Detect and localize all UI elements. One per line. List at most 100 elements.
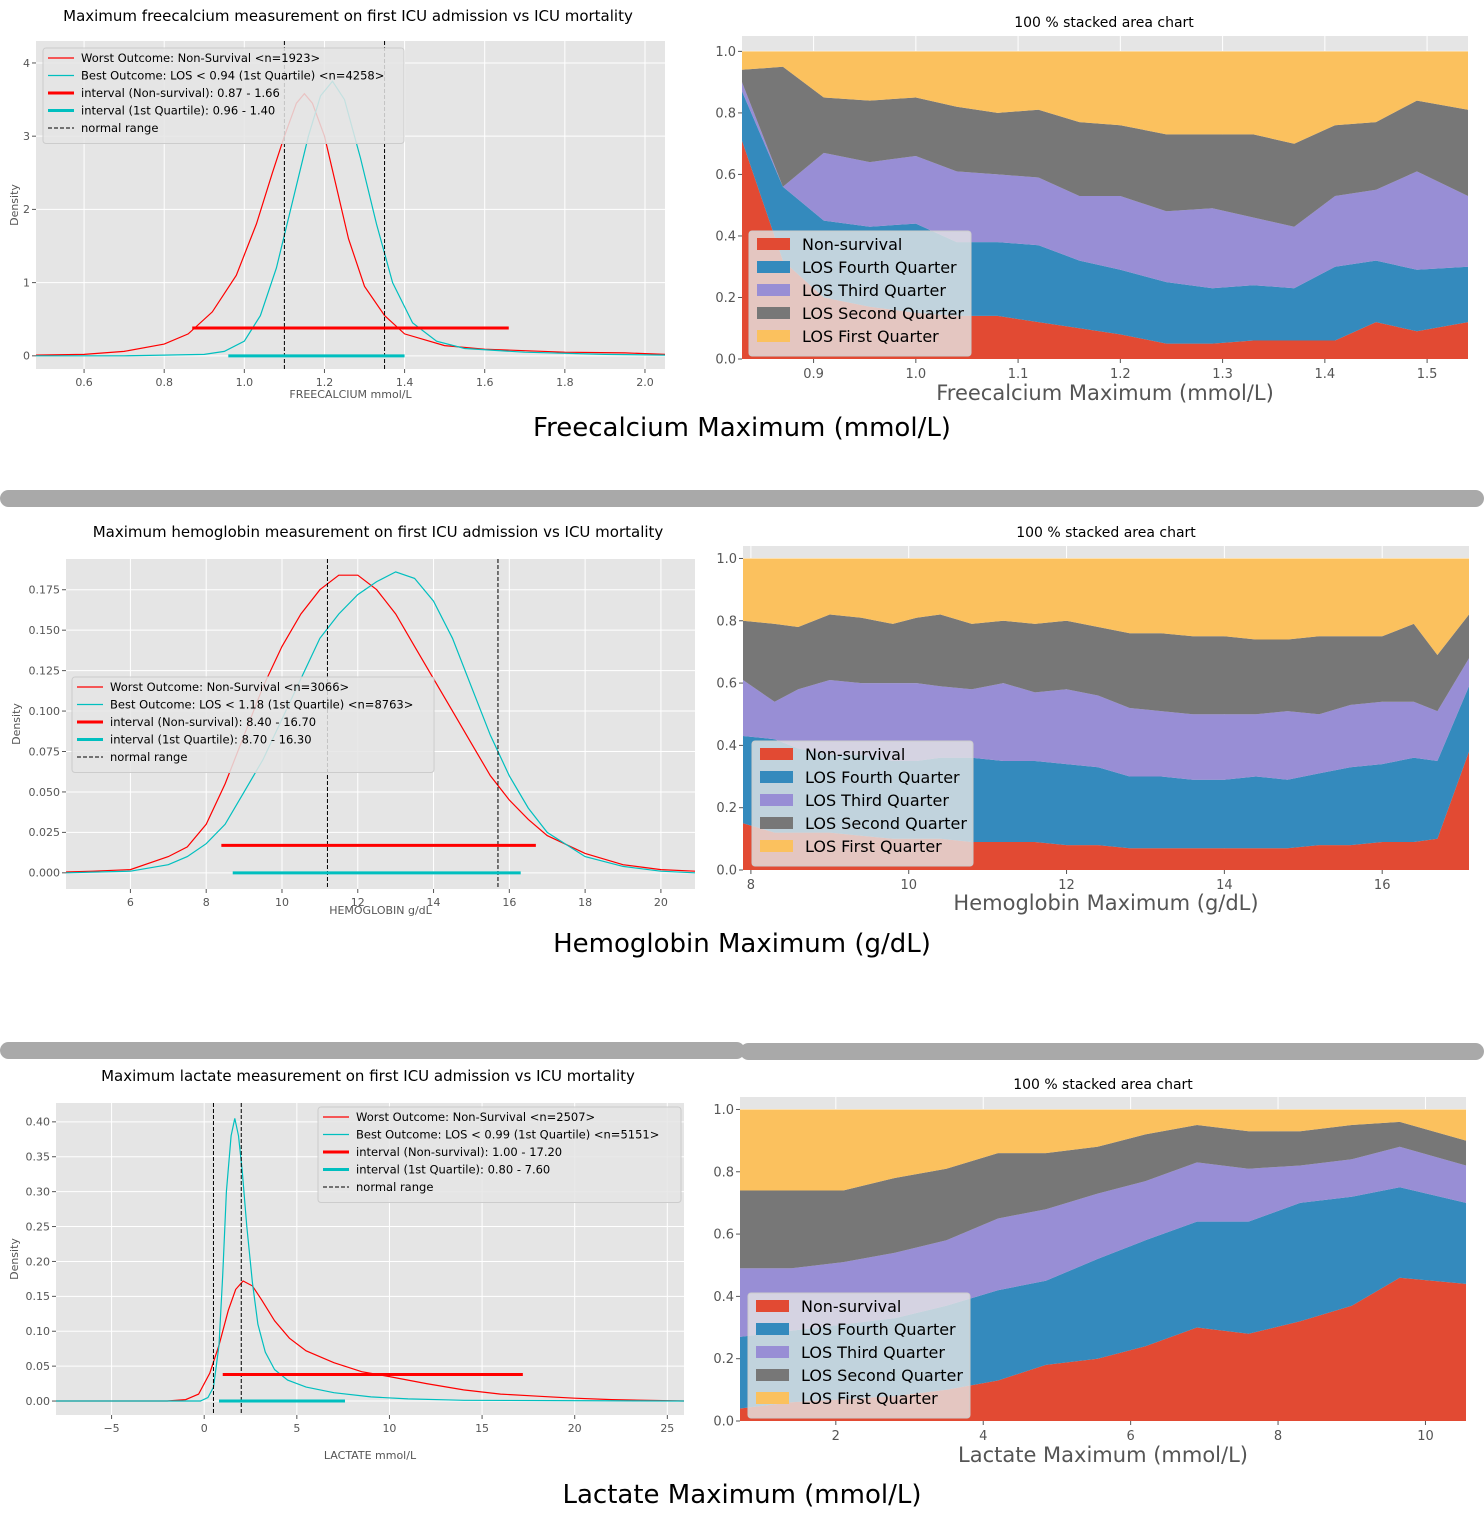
- x-tick-label: 1.2: [316, 376, 334, 389]
- x-tick-label: 6: [127, 896, 134, 909]
- x-axis-label: FREECALCIUM mmol/L: [289, 388, 412, 401]
- hemoglobin-density-title: Maximum hemoglobin measurement on first …: [93, 523, 664, 541]
- legend-label: Non-survival: [802, 235, 902, 254]
- y-tick-label: 0.8: [716, 614, 737, 629]
- y-tick-label: 0.0: [713, 1415, 734, 1430]
- legend-label: LOS Second Quarter: [805, 814, 967, 833]
- y-tick-label: 0.2: [713, 1352, 734, 1367]
- y-tick-label: 0.20: [26, 1255, 51, 1268]
- x-tick-label: 4: [979, 1429, 987, 1444]
- x-tick-label: 1.5: [1417, 367, 1438, 382]
- y-tick-label: 0.075: [29, 745, 61, 758]
- legend-label: interval (Non-survival): 1.00 - 17.20: [356, 1145, 562, 1159]
- y-tick-label: 0.40: [26, 1116, 51, 1129]
- freecalcium-stacked-chart: 0.9 1.0 1.1 1.2 1.3 1.4 1.5 0.0 0.2 0.4 0.6 0.8 1.0 F…: [715, 36, 1468, 405]
- y-tick-label: 0.30: [26, 1185, 51, 1198]
- section-divider-right: [740, 1043, 1484, 1060]
- y-tick-label: 0.35: [26, 1151, 51, 1164]
- legend-swatch: [757, 307, 790, 319]
- y-tick-label: 0.175: [29, 584, 61, 597]
- y-tick-label: 0.10: [26, 1325, 51, 1338]
- y-tick-label: 0.2: [716, 801, 737, 816]
- legend-label: Best Outcome: LOS < 0.99 (1st Quartile) …: [356, 1128, 659, 1142]
- x-axis-label: Hemoglobin Maximum (g/dL): [953, 891, 1258, 915]
- legend-label: LOS Second Quarter: [802, 304, 964, 323]
- x-tick-label: 10: [900, 878, 917, 893]
- legend-label: interval (1st Quartile): 0.80 - 7.60: [356, 1163, 550, 1177]
- legend-label: interval (1st Quartile): 0.96 - 1.40: [81, 104, 275, 118]
- density-line-best: [66, 571, 695, 874]
- legend-swatch: [756, 1346, 789, 1358]
- lactate-section-title: Lactate Maximum (mmol/L): [562, 1480, 922, 1510]
- y-tick-label: 0.8: [713, 1165, 734, 1180]
- y-tick-label: 0.025: [29, 826, 61, 839]
- legend-swatch: [760, 771, 793, 783]
- section-divider-left: [0, 1042, 745, 1059]
- stacked-area-q1: [742, 51, 1468, 144]
- y-tick-label: 0.0: [715, 353, 736, 368]
- y-tick-label: 0.100: [29, 705, 61, 718]
- y-tick-label: 0.15: [26, 1290, 51, 1303]
- freecalcium-charts-row: Maximum freecalcium measurement on first…: [8, 7, 1468, 405]
- stacked-area-q3: [740, 1146, 1466, 1337]
- stacked-area-nonsurvival: [740, 1277, 1466, 1421]
- x-tick-label: 1.1: [1008, 367, 1029, 382]
- legend-swatch: [760, 748, 793, 760]
- y-axis-label: Density: [8, 1238, 21, 1280]
- x-tick-label: 1.8: [556, 376, 574, 389]
- x-axis-label: Lactate Maximum (mmol/L): [958, 1443, 1248, 1467]
- y-tick-label: 0.2: [715, 291, 736, 306]
- stacked-area-q2: [743, 614, 1469, 715]
- y-tick-label: 3: [23, 130, 30, 143]
- legend-label: LOS Fourth Quarter: [802, 258, 957, 277]
- legend-label: Non-survival: [805, 745, 905, 764]
- legend-label: interval (1st Quartile): 8.70 - 16.30: [110, 733, 312, 747]
- legend-box: [42, 47, 405, 144]
- y-tick-label: 0.000: [29, 867, 61, 880]
- legend-swatch: [757, 261, 790, 273]
- x-tick-label: 20: [568, 1422, 582, 1435]
- legend-label: LOS Third Quarter: [801, 1343, 945, 1362]
- plot-marks: [56, 1103, 684, 1415]
- legend-label: LOS First Quarter: [801, 1389, 938, 1408]
- x-axis-label: Freecalcium Maximum (mmol/L): [936, 381, 1274, 405]
- x-tick-label: 14: [1216, 878, 1233, 893]
- hemoglobin-stacked-title: 100 % stacked area chart: [1016, 525, 1196, 541]
- hemoglobin-section-title: Hemoglobin Maximum (g/dL): [553, 929, 931, 959]
- legend-label: Best Outcome: LOS < 0.94 (1st Quartile) …: [81, 69, 384, 83]
- legend-label: LOS First Quarter: [805, 837, 942, 856]
- x-tick-label: 1.0: [236, 376, 254, 389]
- legend-label: Worst Outcome: Non-Survival <n=3066>: [110, 680, 349, 694]
- y-tick-label: 0.4: [715, 230, 736, 245]
- y-tick-label: 0.25: [26, 1220, 51, 1233]
- legend-label: Worst Outcome: Non-Survival <n=2507>: [356, 1110, 595, 1124]
- legend-swatch: [760, 840, 793, 852]
- y-tick-label: 0: [23, 350, 30, 363]
- x-tick-label: 10: [275, 896, 289, 909]
- section-divider: [0, 490, 1484, 507]
- freecalcium-stacked-title: 100 % stacked area chart: [1014, 15, 1194, 31]
- legend-box: [747, 1292, 971, 1419]
- lactate-density-chart: −5 0 5 10 15 20 25 0.00 0.05 0.10 0.15 0.20 0.25 0.30…: [8, 1103, 684, 1462]
- lactate-density-title: Maximum lactate measurement on first ICU…: [101, 1067, 635, 1085]
- x-tick-label: 12: [1058, 878, 1075, 893]
- y-tick-label: 0.00: [26, 1395, 51, 1408]
- legend-swatch: [757, 284, 790, 296]
- x-tick-label: 2: [832, 1429, 840, 1444]
- y-tick-label: 0.05: [26, 1360, 51, 1373]
- y-axis-label: Density: [8, 184, 21, 226]
- x-tick-label: 1.3: [1212, 367, 1233, 382]
- y-tick-label: 1.0: [713, 1103, 734, 1118]
- legend-box: [748, 230, 972, 357]
- legend-swatch: [760, 794, 793, 806]
- y-tick-label: 0.6: [715, 168, 736, 183]
- legend-label: Best Outcome: LOS < 1.18 (1st Quartile) …: [110, 698, 413, 712]
- x-tick-label: 18: [578, 896, 592, 909]
- legend-label: interval (Non-survival): 8.40 - 16.70: [110, 715, 316, 729]
- density-line-best: [56, 1118, 684, 1402]
- y-axis-label: Density: [10, 703, 23, 745]
- legend-swatch: [756, 1392, 789, 1404]
- legend-swatch: [756, 1323, 789, 1335]
- lactate-stacked-title: 100 % stacked area chart: [1013, 1077, 1193, 1093]
- hemoglobin-stacked-chart: 8 10 12 14 16 0.0 0.2 0.4 0.6 0.8 1.0 Hemoglobin Ma…: [716, 546, 1469, 915]
